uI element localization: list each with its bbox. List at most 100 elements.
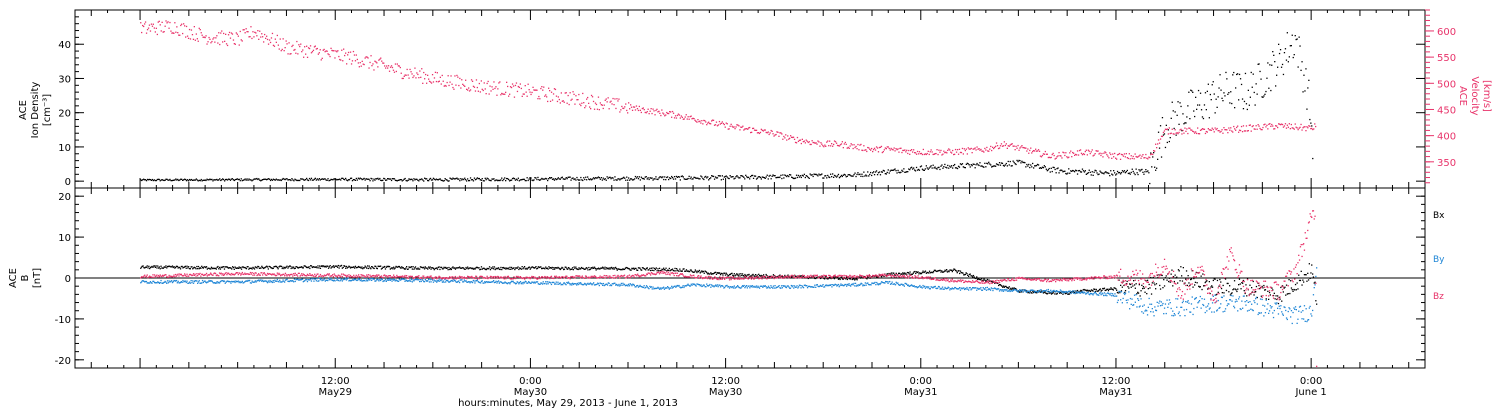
data-point — [274, 179, 276, 181]
data-point — [920, 286, 923, 288]
data-point — [417, 267, 419, 269]
data-point — [699, 285, 701, 287]
data-point — [622, 282, 624, 284]
data-point — [1088, 150, 1090, 152]
data-point — [1234, 128, 1236, 130]
data-point — [902, 284, 905, 286]
data-point — [729, 125, 731, 127]
data-point — [1190, 129, 1192, 131]
data-point — [324, 280, 326, 282]
data-point — [203, 179, 205, 181]
data-point — [212, 281, 214, 284]
data-point — [328, 180, 330, 182]
data-point — [303, 56, 305, 58]
data-point — [1007, 287, 1009, 289]
data-point — [173, 266, 175, 268]
data-point — [245, 268, 248, 270]
data-point — [709, 122, 711, 125]
data-point — [990, 145, 992, 148]
data-point — [695, 285, 697, 287]
data-point — [776, 131, 778, 133]
data-point — [373, 278, 375, 280]
data-point — [289, 265, 291, 267]
data-point — [1079, 171, 1082, 173]
data-point — [800, 287, 802, 289]
data-point — [284, 281, 286, 283]
data-point — [1106, 288, 1108, 290]
data-point — [1046, 153, 1048, 155]
data-point — [268, 265, 270, 268]
data-point — [795, 275, 797, 277]
data-point — [1287, 126, 1289, 128]
data-point — [845, 176, 847, 178]
data-point — [1289, 292, 1291, 295]
data-point — [592, 266, 594, 268]
data-point — [935, 167, 937, 170]
data-point — [476, 266, 478, 269]
data-point — [556, 267, 558, 269]
data-point — [1299, 45, 1301, 47]
data-point — [273, 266, 275, 268]
data-point — [170, 179, 172, 182]
data-point — [1133, 172, 1135, 174]
data-point — [465, 266, 467, 269]
data-point — [907, 271, 909, 274]
data-point — [248, 36, 250, 38]
data-point — [297, 279, 300, 281]
data-point — [305, 178, 307, 181]
data-point — [801, 138, 803, 140]
data-point — [1000, 162, 1003, 164]
data-point — [523, 267, 525, 269]
data-point — [583, 283, 585, 286]
data-point — [940, 165, 942, 167]
data-point — [981, 289, 983, 291]
data-point — [295, 52, 297, 54]
data-point — [226, 280, 228, 282]
data-point — [249, 179, 251, 181]
data-point — [854, 278, 857, 280]
data-point — [421, 178, 423, 180]
data-point — [440, 266, 442, 268]
data-point — [932, 272, 934, 274]
data-point — [218, 282, 221, 284]
data-point — [525, 281, 527, 283]
data-point — [1043, 165, 1045, 167]
data-point — [399, 66, 401, 69]
data-point — [259, 267, 261, 269]
data-point — [830, 284, 832, 286]
data-point — [781, 133, 783, 135]
data-point — [341, 177, 343, 179]
data-point — [729, 273, 731, 276]
data-point — [1288, 123, 1290, 125]
data-point — [377, 177, 379, 179]
data-point — [1169, 132, 1171, 135]
data-point — [438, 80, 440, 82]
data-point — [790, 276, 792, 278]
data-point — [1093, 154, 1095, 156]
data-point — [571, 282, 574, 284]
data-point — [1298, 36, 1300, 38]
data-point — [591, 284, 593, 286]
data-point — [876, 276, 878, 278]
data-point — [521, 266, 523, 268]
data-point — [536, 267, 539, 269]
data-point — [551, 266, 553, 269]
data-point — [785, 276, 787, 278]
data-point — [837, 276, 839, 279]
data-point — [652, 267, 654, 269]
data-point — [212, 180, 214, 182]
data-point — [574, 103, 576, 105]
data-point — [193, 26, 195, 28]
data-point — [325, 179, 327, 181]
data-point — [1279, 124, 1282, 126]
data-point — [980, 279, 982, 281]
data-point — [809, 285, 811, 288]
data-point — [263, 41, 265, 43]
data-point — [697, 270, 699, 272]
data-point — [744, 178, 746, 180]
data-point — [1082, 289, 1084, 291]
data-point — [240, 39, 242, 41]
data-point — [1115, 288, 1117, 290]
data-point — [1249, 96, 1251, 98]
data-point — [412, 76, 414, 79]
